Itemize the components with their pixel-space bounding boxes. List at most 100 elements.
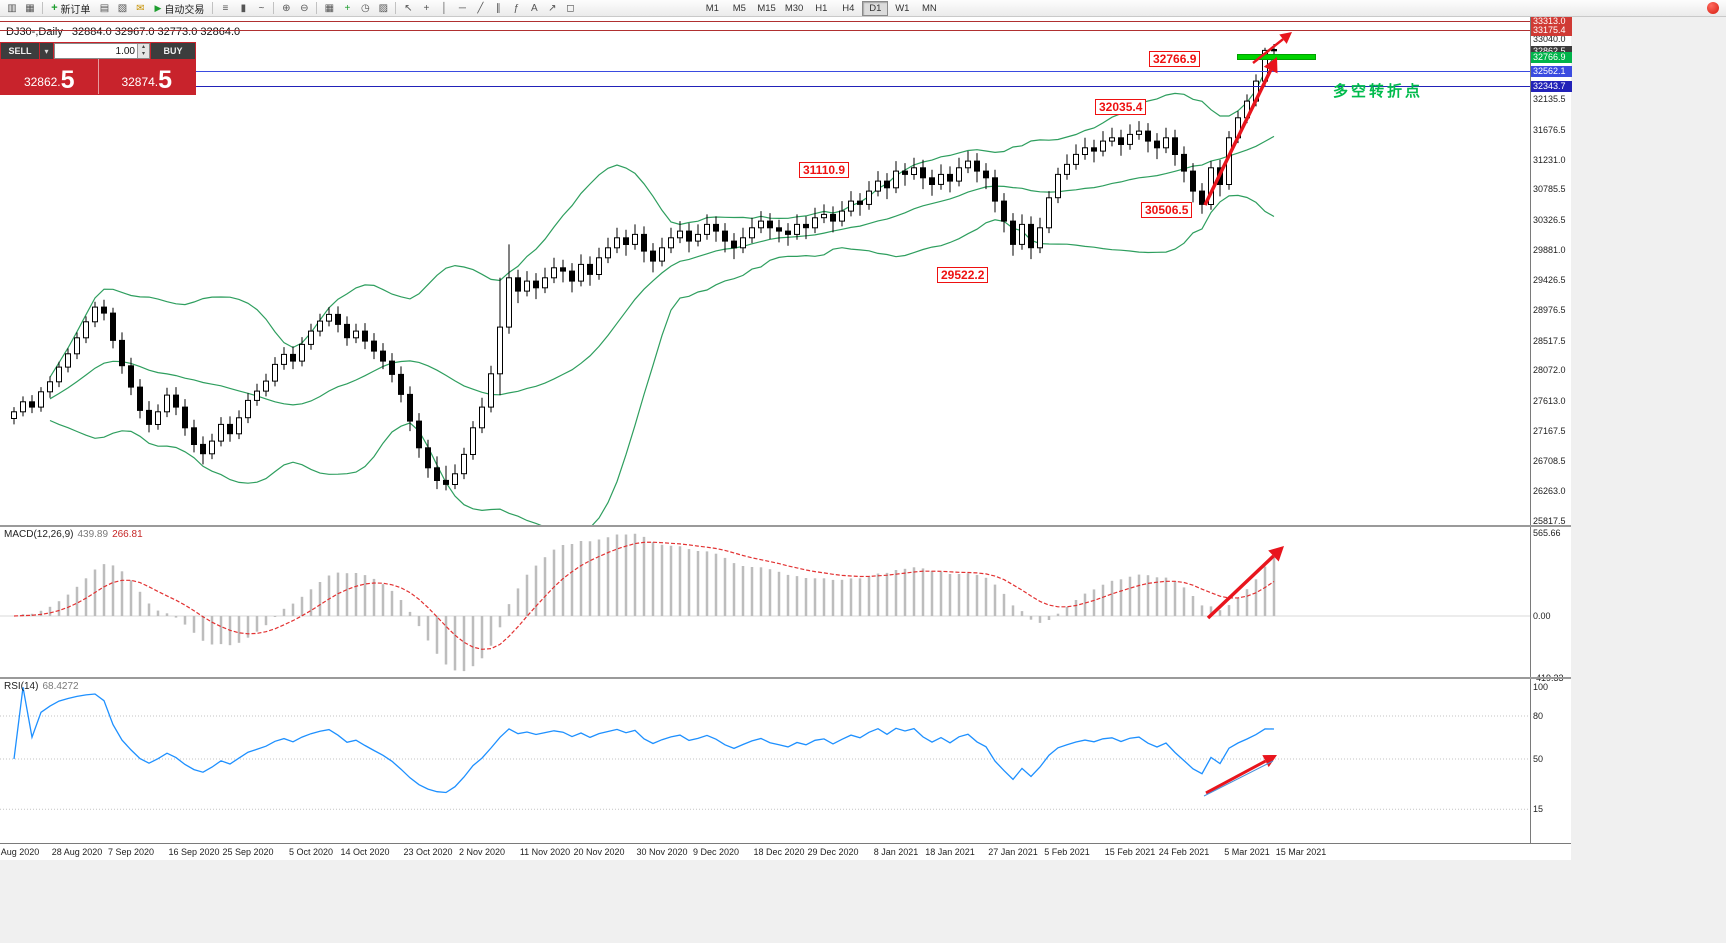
chart-note-text: 多空转折点 xyxy=(1333,83,1424,100)
tile-windows-icon[interactable]: ▦ xyxy=(324,2,335,14)
volume-stepper[interactable]: ▴ ▾ xyxy=(137,44,149,58)
data-window-icon[interactable]: ▧ xyxy=(117,2,128,14)
buy-button[interactable]: BUY xyxy=(151,43,195,59)
level-price-badge: 33313.0 xyxy=(1531,15,1572,27)
rsi-tick-label: 50 xyxy=(1533,754,1544,764)
rsi-chart[interactable] xyxy=(0,679,1530,843)
price-tick-label: 28072.0 xyxy=(1533,365,1566,376)
vertical-line-icon[interactable]: │ xyxy=(441,2,448,14)
price-tick-label: 30785.5 xyxy=(1533,184,1566,195)
level-price-badge: 33175.4 xyxy=(1531,25,1572,37)
timeframe-h4[interactable]: H4 xyxy=(842,2,855,14)
macd-tick-label: 0.00 xyxy=(1533,611,1551,621)
timeframe-m15[interactable]: M15 xyxy=(757,2,776,14)
price-tick-label: 27613.0 xyxy=(1533,395,1566,406)
date-tick-label: 14 Oct 2020 xyxy=(340,847,390,857)
timeframe-group: M1 M5 M15 M30 H1 H4 D1 W1 MN xyxy=(699,0,942,16)
toolbar-separator xyxy=(273,2,275,14)
volume-value: 1.00 xyxy=(115,45,135,57)
rsi-panel[interactable]: RSI(14) 68.4272 xyxy=(0,679,1530,843)
mail-icon[interactable]: ✉ xyxy=(136,2,145,14)
bars-chart-icon[interactable]: ≡ xyxy=(222,2,229,14)
timeframe-mn[interactable]: MN xyxy=(921,2,937,14)
timeframe-m30[interactable]: M30 xyxy=(784,2,804,14)
sell-price-big-digit: 5 xyxy=(60,66,75,94)
new-order-button[interactable]: + 新订单 xyxy=(46,1,95,16)
timeframe-m1[interactable]: M1 xyxy=(705,2,719,14)
zoom-out-icon[interactable]: ⊖ xyxy=(300,2,309,14)
indicators-icon[interactable]: + xyxy=(344,2,351,14)
order-options-dropdown[interactable]: ▾ xyxy=(40,43,53,59)
macd-panel[interactable]: MACD(12,26,9) 439.89 266.81 xyxy=(0,527,1530,677)
timeframe-m5[interactable]: M5 xyxy=(732,2,746,14)
date-tick-label: 11 Nov 2020 xyxy=(519,847,571,857)
date-tick-label: 2 Nov 2020 xyxy=(458,847,506,857)
price-chart-panel[interactable]: DJ30-,Daily 32884.0 32967.0 32773.0 3286… xyxy=(0,17,1530,525)
toolbar-separator xyxy=(42,2,43,14)
trendline-icon[interactable]: ╱ xyxy=(477,2,484,14)
stepper-up-icon[interactable]: ▴ xyxy=(141,44,145,50)
panel-separator[interactable] xyxy=(0,525,1571,527)
new-order-icon: + xyxy=(51,2,58,14)
market-watch-icon[interactable]: ▤ xyxy=(99,2,110,14)
date-tick-label: 30 Nov 2020 xyxy=(636,847,688,857)
price-tick-label: 30326.5 xyxy=(1533,215,1566,225)
auto-trading-icon: ▶ xyxy=(154,2,162,13)
new-order-label: 新订单 xyxy=(60,4,91,16)
date-tick-label: 27 Jan 2021 xyxy=(988,847,1038,857)
timeframe-d1[interactable]: D1 xyxy=(862,0,889,16)
price-tick-label: 29426.5 xyxy=(1533,275,1566,285)
sell-button[interactable]: SELL xyxy=(1,43,39,59)
templates-icon[interactable]: ▨ xyxy=(378,2,389,14)
date-tick-label: 5 Mar 2021 xyxy=(1224,847,1270,857)
horizontal-line-icon[interactable]: ─ xyxy=(458,2,466,14)
fibonacci-icon[interactable]: ƒ xyxy=(513,2,520,14)
auto-trading-button[interactable]: ▶ 自动交易 xyxy=(149,1,209,16)
price-tick-label: 31676.5 xyxy=(1533,125,1566,135)
rsi-label: RSI(14) 68.4272 xyxy=(4,681,79,692)
candlestick-chart[interactable] xyxy=(0,17,1530,525)
timeframe-h1[interactable]: H1 xyxy=(815,2,828,14)
toolbar-separator xyxy=(212,2,214,14)
ohlc-values: 32884.0 32967.0 32773.0 32864.0 xyxy=(71,26,241,38)
rsi-tick-label: 80 xyxy=(1533,711,1544,721)
date-tick-label: 16 Sep 2020 xyxy=(168,847,220,857)
zoom-in-icon[interactable]: ⊕ xyxy=(282,2,291,14)
rsi-tick-label: 15 xyxy=(1533,804,1544,815)
periods-icon[interactable]: ◷ xyxy=(360,2,370,14)
date-tick-label: 9 Dec 2020 xyxy=(692,847,740,857)
volume-input[interactable]: 1.00 ▴ ▾ xyxy=(54,43,150,59)
price-tick-label: 33040.0 xyxy=(1533,34,1566,45)
panel-separator[interactable] xyxy=(0,677,1571,679)
stepper-down-icon[interactable]: ▾ xyxy=(141,51,145,57)
price-scale[interactable]: 33040.0 32135.5 31676.5 31231.0 30785.5 30326… xyxy=(1530,15,1572,843)
macd-tick-label: 565.66 xyxy=(1533,528,1561,538)
rsi-tick-label: 100 xyxy=(1533,682,1549,693)
buy-price[interactable]: 32874. 5 xyxy=(99,59,196,94)
crosshair-icon[interactable]: + xyxy=(423,2,430,14)
line-chart-icon[interactable]: ~ xyxy=(258,2,265,14)
new-chart-icon[interactable]: ▥ xyxy=(7,2,17,14)
timeframe-w1[interactable]: W1 xyxy=(895,2,910,14)
time-axis[interactable]: 19 Aug 2020 28 Aug 2020 7 Sep 2020 16 Sep 2… xyxy=(0,843,1571,860)
shapes-tool-icon[interactable]: ◻ xyxy=(566,2,575,14)
date-tick-label: 5 Feb 2021 xyxy=(1044,847,1090,857)
profiles-icon[interactable]: ▦ xyxy=(25,2,35,14)
macd-chart[interactable] xyxy=(0,527,1530,677)
price-tick-label: 28517.5 xyxy=(1533,335,1566,346)
date-tick-label: 23 Oct 2020 xyxy=(403,847,453,857)
candlestick-chart-icon[interactable]: ▮ xyxy=(240,2,247,14)
channel-icon[interactable]: ∥ xyxy=(495,2,501,14)
arrows-tool-icon[interactable]: ↗ xyxy=(548,2,557,14)
price-tick-label: 29881.0 xyxy=(1533,244,1566,255)
price-tick-label: 26263.0 xyxy=(1533,485,1566,496)
macd-label: MACD(12,26,9) 439.89 266.81 xyxy=(4,529,143,540)
date-tick-label: 8 Jan 2021 xyxy=(873,847,919,857)
chart-title: DJ30-,Daily 32884.0 32967.0 32773.0 3286… xyxy=(6,26,246,38)
cursor-icon[interactable]: ↖ xyxy=(404,2,413,14)
price-tick-label: 25817.5 xyxy=(1533,515,1566,526)
text-tool-icon[interactable]: A xyxy=(531,2,538,14)
sell-price[interactable]: 32862. 5 xyxy=(1,59,99,94)
notification-icon[interactable] xyxy=(1707,2,1719,14)
level-price-badge: 32562.1 xyxy=(1531,66,1572,77)
